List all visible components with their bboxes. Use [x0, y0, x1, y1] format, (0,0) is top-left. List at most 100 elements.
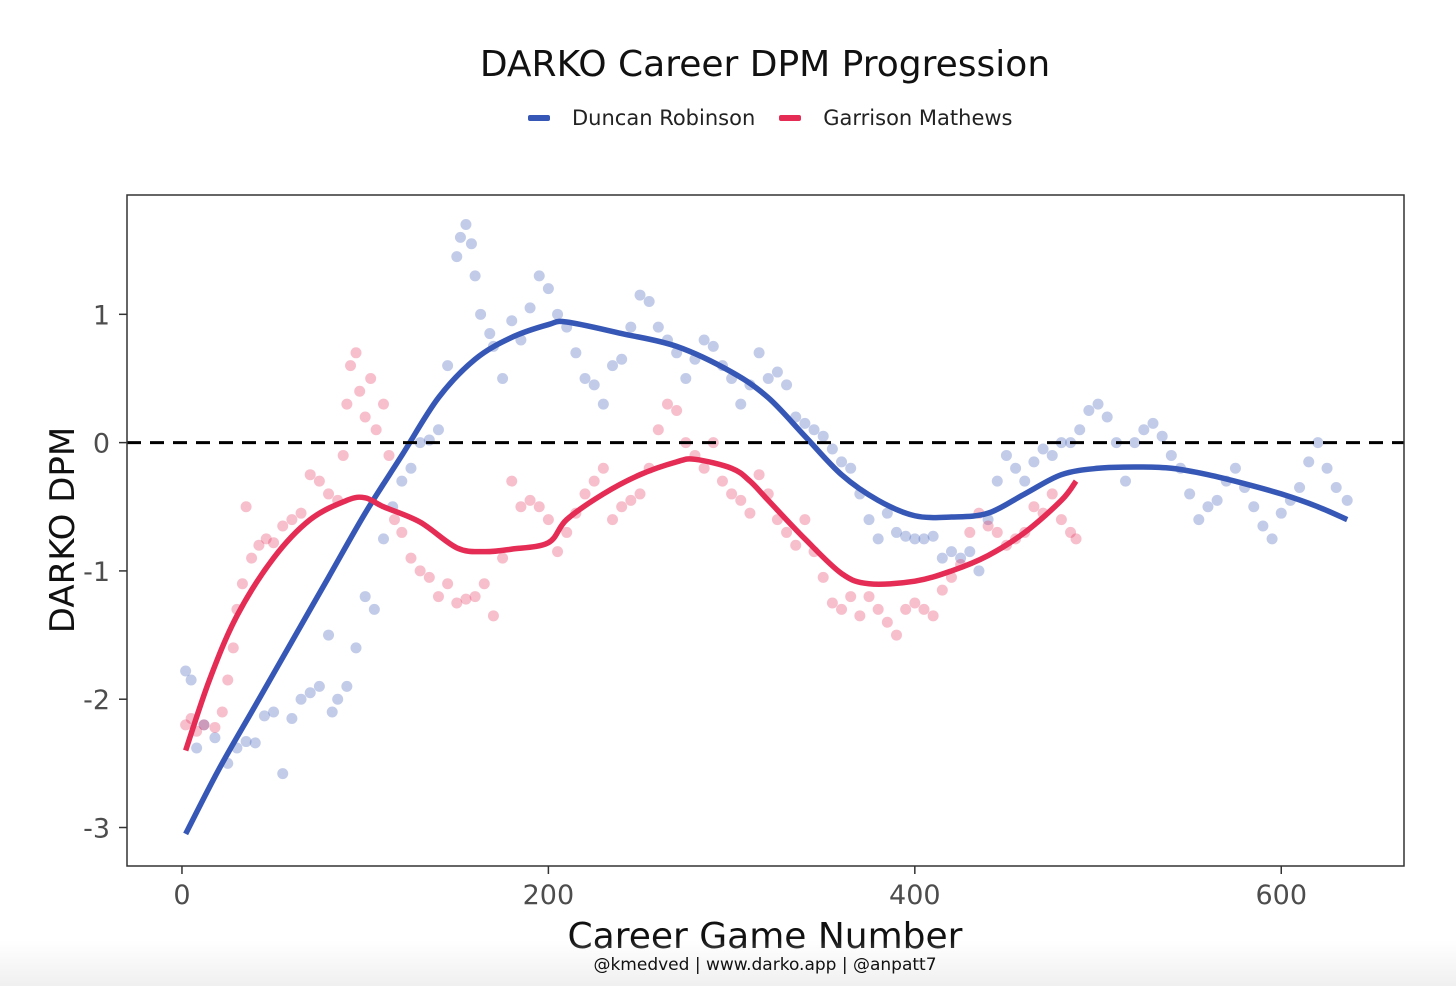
- point-duncan-robinson-96: [1019, 475, 1031, 487]
- point-duncan-robinson-93: [991, 475, 1003, 487]
- point-duncan-robinson-111: [1156, 430, 1168, 442]
- point-duncan-robinson-67: [753, 347, 765, 359]
- point-garrison-mathews-12: [253, 539, 265, 551]
- point-duncan-robinson-100: [1055, 437, 1067, 449]
- point-duncan-robinson-53: [625, 321, 637, 333]
- point-garrison-mathews-53: [579, 488, 591, 500]
- point-garrison-mathews-5: [216, 706, 228, 718]
- point-garrison-mathews-81: [836, 603, 848, 615]
- x-axis-label: Career Game Number: [568, 916, 963, 957]
- point-duncan-robinson-59: [680, 372, 692, 384]
- point-duncan-robinson-131: [1341, 494, 1353, 506]
- point-duncan-robinson-8: [249, 737, 261, 749]
- point-garrison-mathews-85: [872, 603, 884, 615]
- point-duncan-robinson-103: [1083, 405, 1095, 417]
- point-duncan-robinson-129: [1321, 462, 1333, 474]
- point-garrison-mathews-44: [497, 552, 509, 564]
- point-garrison-mathews-9: [236, 578, 248, 590]
- point-garrison-mathews-77: [799, 514, 811, 526]
- point-duncan-robinson-117: [1211, 494, 1223, 506]
- point-duncan-robinson-127: [1303, 456, 1315, 468]
- point-garrison-mathews-22: [337, 449, 349, 461]
- point-garrison-mathews-16: [286, 514, 298, 526]
- point-duncan-robinson-61: [698, 334, 710, 346]
- point-duncan-robinson-74: [817, 430, 829, 442]
- point-garrison-mathews-40: [460, 593, 472, 605]
- point-garrison-mathews-33: [396, 526, 408, 538]
- point-garrison-mathews-14: [268, 537, 280, 549]
- point-duncan-robinson-17: [326, 706, 338, 718]
- chart-title: DARKO Career DPM Progression: [479, 44, 1051, 85]
- point-duncan-robinson-83: [900, 530, 912, 542]
- point-duncan-robinson-3: [198, 719, 210, 731]
- point-garrison-mathews-61: [652, 424, 664, 436]
- point-garrison-mathews-49: [542, 514, 554, 526]
- point-duncan-robinson-112: [1165, 449, 1177, 461]
- point-garrison-mathews-47: [524, 494, 536, 506]
- point-duncan-robinson-110: [1147, 417, 1159, 429]
- point-garrison-mathews-43: [487, 610, 499, 622]
- point-duncan-robinson-22: [368, 603, 380, 615]
- point-duncan-robinson-39: [497, 372, 509, 384]
- point-garrison-mathews-28: [365, 372, 377, 384]
- x-tick-label-200: 200: [523, 880, 575, 911]
- point-duncan-robinson-79: [863, 514, 875, 526]
- point-duncan-robinson-52: [616, 353, 628, 365]
- y-axis-ticks: 1 0 -1 -2 -3: [83, 300, 127, 845]
- point-garrison-mathews-80: [826, 597, 838, 609]
- legend-item-garrison-mathews: Garrison Mathews: [779, 106, 1012, 130]
- point-garrison-mathews-13: [260, 533, 272, 545]
- point-garrison-mathews-102: [1028, 501, 1040, 513]
- point-garrison-mathews-19: [313, 475, 325, 487]
- point-duncan-robinson-12: [286, 712, 298, 724]
- y-axis-label: DARKO DPM: [43, 427, 83, 634]
- point-garrison-mathews-50: [552, 546, 564, 558]
- point-garrison-mathews-54: [588, 475, 600, 487]
- point-duncan-robinson-14: [304, 687, 316, 699]
- point-duncan-robinson-77: [845, 462, 857, 474]
- legend-label-garrison-mathews: Garrison Mathews: [823, 106, 1013, 130]
- point-garrison-mathews-6: [222, 674, 234, 686]
- point-duncan-robinson-21: [359, 591, 371, 603]
- scatter-points: [180, 219, 1353, 780]
- x-tick-label-600: 600: [1255, 880, 1307, 911]
- y-tick-label-0: 0: [93, 429, 110, 460]
- point-duncan-robinson-4: [209, 732, 221, 744]
- point-garrison-mathews-66: [698, 462, 710, 474]
- smooth-line-duncan-robinson: [183, 318, 1349, 836]
- point-duncan-robinson-114: [1184, 488, 1196, 500]
- point-duncan-robinson-35: [469, 270, 481, 282]
- point-garrison-mathews-79: [817, 571, 829, 583]
- point-garrison-mathews-15: [277, 520, 289, 532]
- legend: Duncan Robinson Garrison Mathews: [528, 106, 1036, 130]
- point-duncan-robinson-116: [1202, 501, 1214, 513]
- point-duncan-robinson-62: [707, 340, 719, 352]
- point-garrison-mathews-41: [469, 591, 481, 603]
- point-duncan-robinson-0: [180, 665, 192, 677]
- point-garrison-mathews-107: [1070, 533, 1082, 545]
- point-duncan-robinson-10: [268, 706, 280, 718]
- point-duncan-robinson-102: [1074, 424, 1086, 436]
- point-duncan-robinson-7: [240, 736, 252, 748]
- point-garrison-mathews-82: [845, 591, 857, 603]
- point-garrison-mathews-25: [350, 347, 362, 359]
- point-duncan-robinson-9: [258, 710, 270, 722]
- x-axis-ticks: 0 200 400 600: [173, 866, 1307, 911]
- plot-panel-border: [126, 194, 1405, 867]
- point-garrison-mathews-72: [753, 469, 765, 481]
- point-garrison-mathews-104: [1046, 488, 1058, 500]
- x-tick-label-400: 400: [889, 880, 941, 911]
- legend-key-garrison-mathews: [779, 115, 802, 121]
- point-duncan-robinson-91: [973, 565, 985, 577]
- point-garrison-mathews-106: [1065, 526, 1077, 538]
- point-garrison-mathews-35: [414, 565, 426, 577]
- point-garrison-mathews-30: [377, 398, 389, 410]
- point-duncan-robinson-33: [460, 219, 472, 231]
- point-duncan-robinson-27: [414, 437, 426, 449]
- smooth-lines: [183, 318, 1349, 836]
- legend-label-duncan-robinson: Duncan Robinson: [572, 106, 756, 130]
- point-garrison-mathews-51: [561, 526, 573, 538]
- point-duncan-robinson-109: [1138, 424, 1150, 436]
- point-garrison-mathews-92: [936, 584, 948, 596]
- point-duncan-robinson-36: [475, 308, 487, 320]
